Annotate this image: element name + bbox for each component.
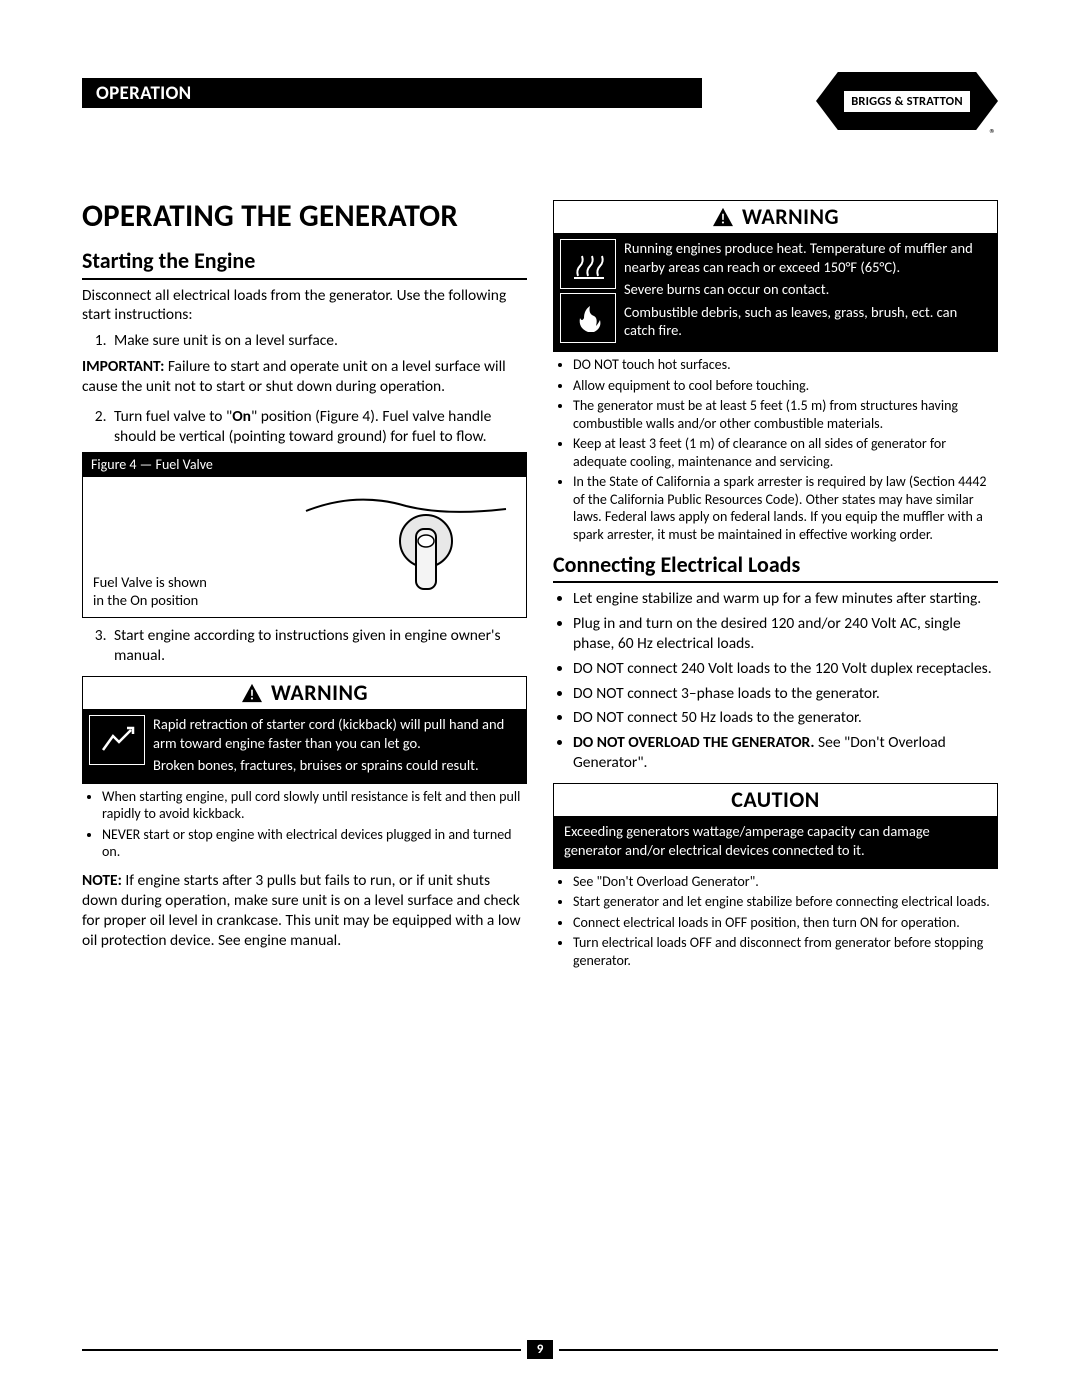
warning-bullet: NEVER start or stop engine with electric… <box>102 826 527 861</box>
warning-text: Rapid retraction of starter cord (kickba… <box>153 715 518 775</box>
right-column: ! WARNING Running engines produce heat. … <box>553 200 998 977</box>
brand-name: BRIGGS & STRATTON <box>844 91 970 112</box>
fuel-valve-icon <box>296 481 516 611</box>
start-steps-2: Turn fuel valve to "On" position (Figure… <box>82 407 527 447</box>
content-columns: OPERATING THE GENERATOR Starting the Eng… <box>82 200 998 977</box>
warning-triangle-icon: ! <box>241 683 263 703</box>
warning-bullet: In the State of California a spark arres… <box>573 473 998 543</box>
registered-mark: ® <box>989 127 996 142</box>
figure-caption: Figure 4 — Fuel Valve <box>83 453 526 477</box>
warning-bullet: Keep at least 3 feet (1 m) of clearance … <box>573 435 998 470</box>
caution-bullets: See "Don't Overload Generator". Start ge… <box>553 873 998 970</box>
figure-body: Fuel Valve is shown in the On position <box>83 477 526 617</box>
header-bar: OPERATION BRIGGS & STRATTON ® <box>82 78 998 122</box>
warning-heat-bullets: DO NOT touch hot surfaces. Allow equipme… <box>553 356 998 543</box>
warning-bullet: The generator must be at least 5 feet (1… <box>573 397 998 432</box>
warning-body: Rapid retraction of starter cord (kickba… <box>83 709 526 783</box>
connect-bullet: DO NOT connect 50 Hz loads to the genera… <box>573 708 998 728</box>
heading-starting-engine: Starting the Engine <box>82 247 527 279</box>
warning-label: WARNING <box>742 203 839 231</box>
heading-connecting-loads: Connecting Electrical Loads <box>553 551 998 583</box>
footer-rule <box>559 1349 998 1351</box>
section-header: OPERATION <box>82 78 702 108</box>
warning-header: ! WARNING <box>554 201 997 233</box>
footer-rule <box>82 1349 521 1351</box>
section-title: OPERATION <box>96 82 192 105</box>
figure-4: Figure 4 — Fuel Valve Fuel Valve is show… <box>82 452 527 618</box>
warning-body: Running engines produce heat. Temperatur… <box>554 233 997 351</box>
brand-diamond: BRIGGS & STRATTON <box>816 72 998 130</box>
figure-note: Fuel Valve is shown in the On position <box>93 573 207 609</box>
caution-bullet: See "Don't Overload Generator". <box>573 873 998 891</box>
caution-bullet: Turn electrical loads OFF and disconnect… <box>573 934 998 969</box>
page: OPERATION BRIGGS & STRATTON ® OPERATING … <box>0 0 1080 977</box>
caution-bullet: Connect electrical loads in OFF position… <box>573 914 998 932</box>
warning-triangle-icon: ! <box>712 207 734 227</box>
svg-text:!: ! <box>721 210 725 227</box>
start-steps: Make sure unit is on a level surface. <box>82 331 527 351</box>
kickback-icon <box>89 715 145 765</box>
note-text: If engine starts after 3 pulls but fails… <box>82 871 521 950</box>
note-block: NOTE: If engine starts after 3 pulls but… <box>82 871 527 952</box>
important-note: IMPORTANT: Failure to start and operate … <box>82 357 527 397</box>
caution-overload: CAUTION Exceeding generators wattage/amp… <box>553 783 998 869</box>
fire-icon <box>560 293 616 343</box>
warning-bullet: Allow equipment to cool before touching. <box>573 377 998 395</box>
warning-bullets: When starting engine, pull cord slowly u… <box>82 788 527 861</box>
note-label: NOTE: <box>82 871 122 890</box>
page-title: OPERATING THE GENERATOR <box>82 200 527 233</box>
connect-bullet: Let engine stabilize and warm up for a f… <box>573 589 998 609</box>
intro-text: Disconnect all electrical loads from the… <box>82 286 527 326</box>
warning-header: ! WARNING <box>83 677 526 709</box>
caution-bullet: Start generator and let engine stabilize… <box>573 893 998 911</box>
warning-bullet: When starting engine, pull cord slowly u… <box>102 788 527 823</box>
caution-body: Exceeding generators wattage/amperage ca… <box>554 816 997 868</box>
svg-text:!: ! <box>250 686 254 703</box>
warning-bullet: DO NOT touch hot surfaces. <box>573 356 998 374</box>
step-1: Make sure unit is on a level surface. <box>110 331 527 351</box>
hot-surface-icon <box>560 239 616 289</box>
connect-bullet: DO NOT connect 3–phase loads to the gene… <box>573 684 998 704</box>
important-label: IMPORTANT: <box>82 357 164 376</box>
page-number: 9 <box>527 1340 554 1359</box>
warning-label: WARNING <box>271 679 368 707</box>
warning-icon-column <box>560 239 616 343</box>
connect-bullets: Let engine stabilize and warm up for a f… <box>553 589 998 773</box>
connect-bullet: DO NOT OVERLOAD THE GENERATOR. See "Don'… <box>573 733 998 773</box>
caution-label: CAUTION <box>731 786 820 814</box>
warning-kickback: ! WARNING Rapid retraction of starter co… <box>82 676 527 784</box>
step-3: Start engine according to instructions g… <box>110 626 527 666</box>
warning-icon-column <box>89 715 145 775</box>
left-column: OPERATING THE GENERATOR Starting the Eng… <box>82 200 527 977</box>
brand-badge: BRIGGS & STRATTON ® <box>816 72 998 138</box>
warning-heat: ! WARNING Running engines produce heat. … <box>553 200 998 352</box>
connect-bullet: Plug in and turn on the desired 120 and/… <box>573 614 998 654</box>
caution-header: CAUTION <box>554 784 997 816</box>
page-footer: 9 <box>82 1340 998 1359</box>
warning-text: Running engines produce heat. Temperatur… <box>624 239 989 343</box>
connect-bullet: DO NOT connect 240 Volt loads to the 120… <box>573 659 998 679</box>
start-steps-3: Start engine according to instructions g… <box>82 626 527 666</box>
step-2: Turn fuel valve to "On" position (Figure… <box>110 407 527 447</box>
